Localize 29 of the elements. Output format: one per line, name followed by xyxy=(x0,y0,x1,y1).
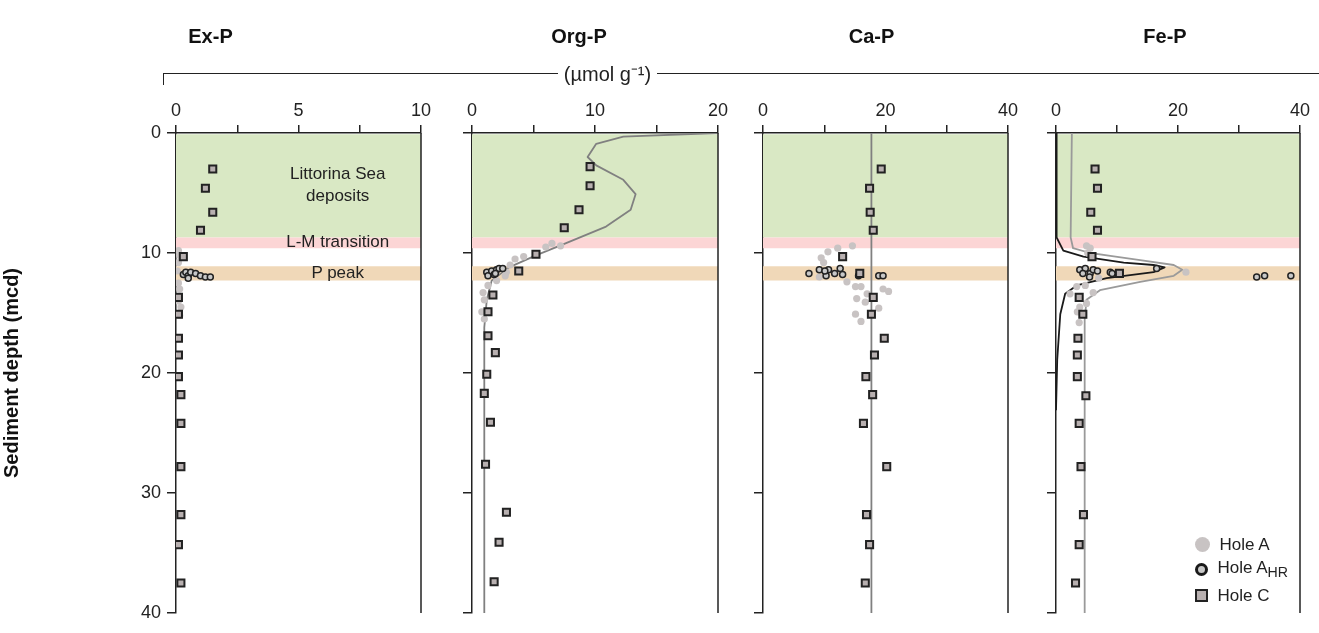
x-tick-label: 20 xyxy=(875,100,896,121)
legend-label: Hole C xyxy=(1217,585,1270,607)
x-tick-label: 40 xyxy=(1289,100,1311,121)
y-tick-label: 40 xyxy=(140,601,161,622)
x-tick-label: 0 xyxy=(757,100,769,121)
x-axis-title: (µmol g⁻¹) xyxy=(557,63,658,85)
x-tick-label: 10 xyxy=(410,100,432,121)
y-tick-label: 0 xyxy=(150,121,161,142)
legend-label: Hole A xyxy=(1219,533,1270,556)
band-label: L-M transition xyxy=(286,232,390,252)
x-tick-label: 10 xyxy=(584,100,606,121)
x-tick-label: 0 xyxy=(1050,100,1062,121)
y-axis-title: Sediment depth (mcd) xyxy=(0,267,22,479)
band-label: Littorina Sea deposits xyxy=(289,164,386,206)
chart-title: Fe-P xyxy=(1143,24,1187,47)
x-tick-label: 5 xyxy=(293,100,304,121)
x-tick-label: 0 xyxy=(466,100,478,121)
y-tick-label: 20 xyxy=(140,361,161,382)
band-label: P peak xyxy=(311,263,365,283)
chart-title: Ca-P xyxy=(848,24,895,47)
x-tick-label: 20 xyxy=(707,100,729,121)
x-tick-label: 40 xyxy=(997,100,1019,121)
chart-title: Org-P xyxy=(551,24,607,47)
y-tick-label: 30 xyxy=(140,481,161,502)
legend-label: Hole A$_{HR}$ xyxy=(1217,556,1288,582)
x-tick-label: 20 xyxy=(1167,100,1189,121)
y-tick-label: 10 xyxy=(140,241,161,262)
chart-title: Ex-P xyxy=(188,24,233,47)
x-tick-label: 0 xyxy=(170,100,182,121)
